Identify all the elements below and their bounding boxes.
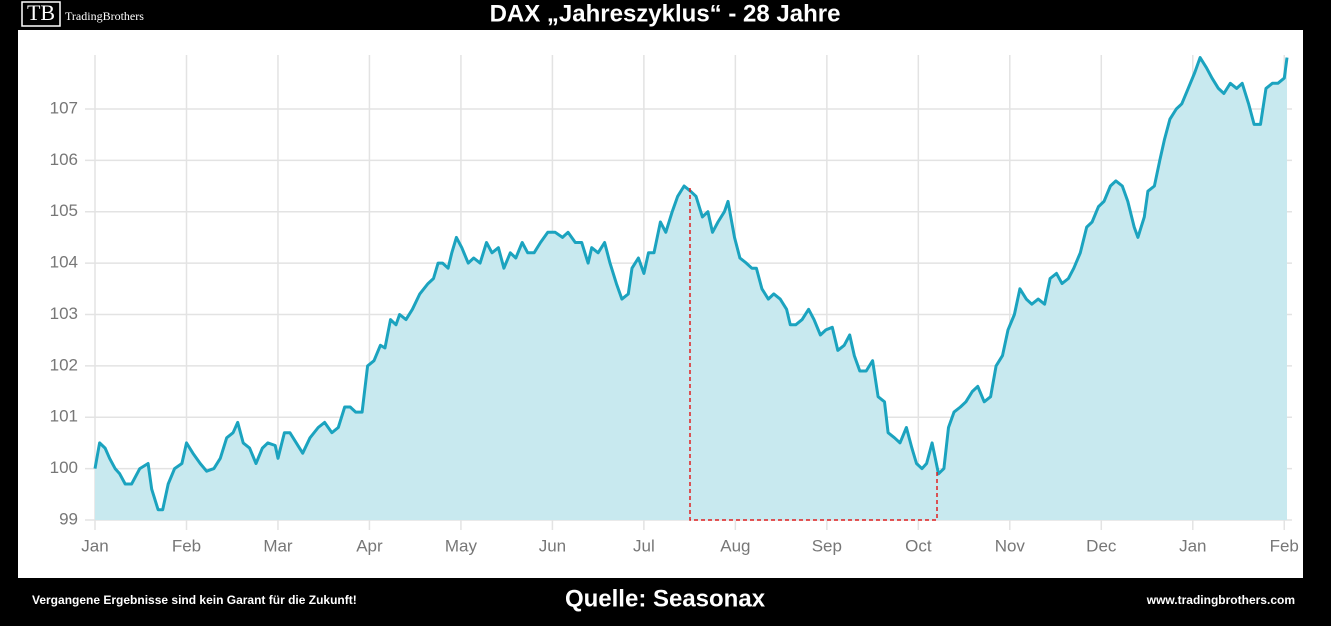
y-tick-label: 99 [59,509,78,528]
x-tick-label: Feb [172,536,201,555]
x-tick-label: Jan [1179,536,1206,555]
area [95,57,1287,520]
x-tick-label: Mar [263,536,293,555]
website: www.tradingbrothers.com [1146,593,1295,607]
y-tick-label: 100 [50,458,78,477]
x-tick-label: Feb [1270,536,1299,555]
annotation-dashed-line [689,188,938,521]
x-tick-label: Nov [995,536,1026,555]
y-tick-label: 105 [50,201,78,220]
y-tick-label: 102 [50,355,78,374]
x-tick-label: Jul [633,536,655,555]
logo-box [21,1,61,27]
x-tick-label: Dec [1086,536,1117,555]
x-tick-label: Aug [720,536,750,555]
chart-title: DAX „Jahreszyklus“ - 28 Jahre [490,0,841,27]
x-tick-label: Jun [539,536,566,555]
y-tick-label: 107 [50,98,78,117]
brand: TradingBrothers [65,9,144,23]
x-tick-label: Oct [905,536,932,555]
logo: TB [27,0,55,25]
x-tick-label: Sep [812,536,842,555]
line [93,56,1289,512]
plot: 99 100 101 102 103 104 105 106 107 Jan Feb Mar Apr Ma… [50,55,1299,555]
x-tick-label: Apr [356,536,383,555]
y-tick-label: 104 [50,253,78,272]
source: Quelle: Seasonax [565,585,766,612]
y-tick-label: 101 [50,407,78,426]
y-tick-label: 106 [50,150,78,169]
x-tick-label: Jan [81,536,108,555]
disclaimer: Vergangene Ergebnisse sind kein Garant f… [32,593,357,607]
x-tick-label: May [445,536,478,555]
y-tick-label: 103 [50,304,78,323]
